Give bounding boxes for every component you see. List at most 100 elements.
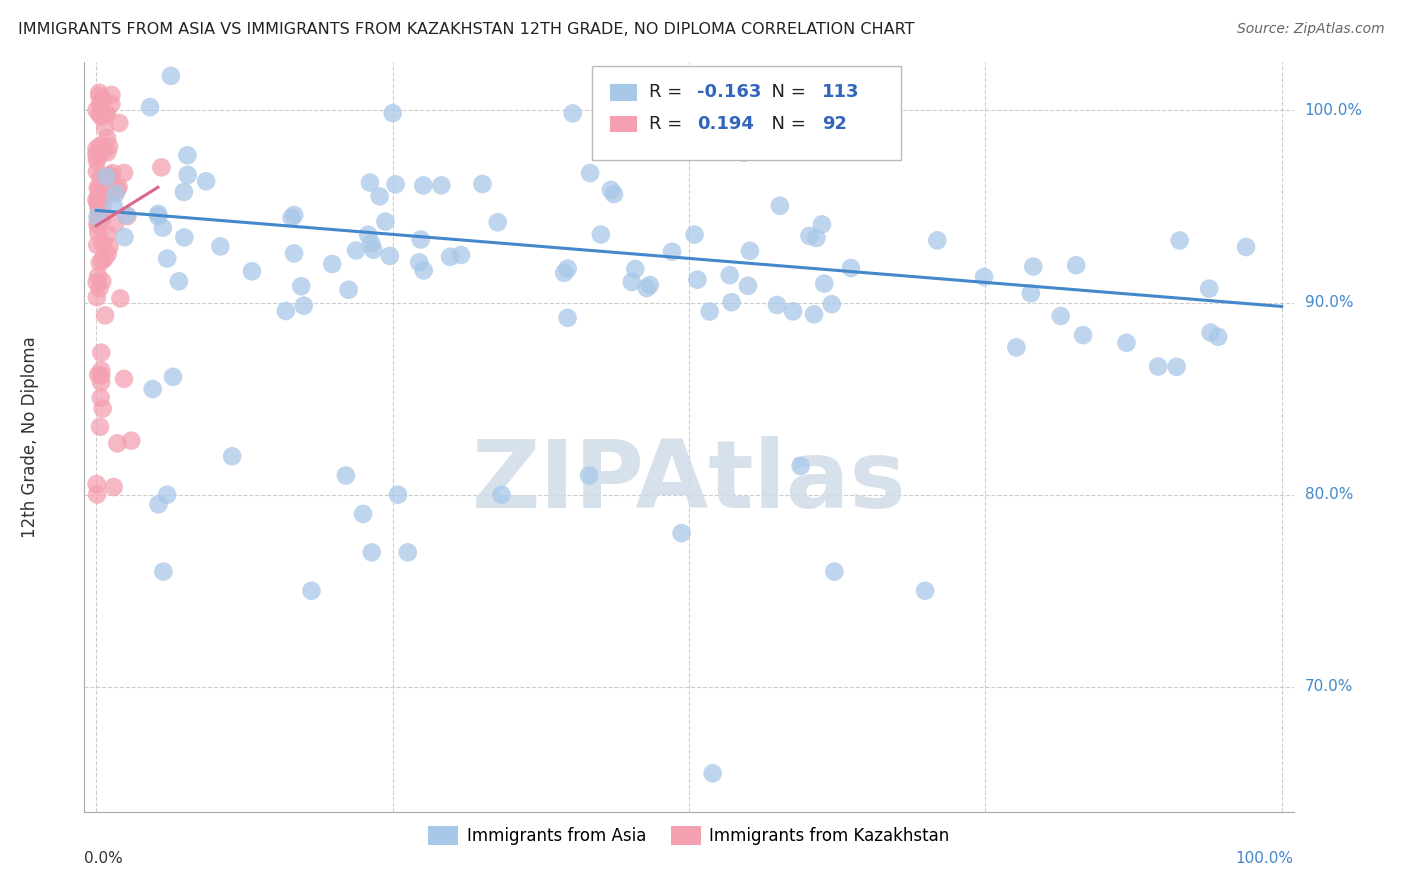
Point: [1206, 330, 1229, 344]
Point: [620, 275, 643, 289]
Point: [87, 181, 110, 195]
Point: [720, 295, 742, 310]
Point: [789, 458, 811, 473]
Point: [176, 168, 198, 182]
Point: [98, 239, 121, 253]
Point: [91, 253, 114, 268]
Point: [120, 434, 142, 448]
Point: [87, 205, 110, 219]
Point: [90, 345, 112, 359]
Point: [101, 183, 124, 197]
Point: [557, 261, 579, 276]
Point: [799, 229, 821, 244]
Text: R =: R =: [650, 84, 688, 102]
Point: [90, 391, 112, 405]
Point: [360, 236, 382, 251]
Point: [86, 290, 108, 304]
Point: [100, 97, 122, 112]
Point: [90, 110, 112, 124]
Point: [100, 175, 122, 189]
Text: 70.0%: 70.0%: [1305, 680, 1353, 694]
Point: [94, 188, 117, 202]
FancyBboxPatch shape: [610, 84, 637, 101]
Point: [100, 87, 122, 102]
Point: [803, 307, 825, 321]
Point: [927, 233, 949, 247]
Point: [86, 153, 108, 168]
Point: [87, 219, 110, 234]
Point: [87, 145, 110, 159]
Point: [90, 186, 112, 201]
Point: [89, 209, 111, 223]
Point: [240, 264, 263, 278]
Point: [1022, 260, 1045, 274]
Point: [150, 161, 173, 175]
Point: [146, 210, 169, 224]
Point: [94, 309, 117, 323]
Point: [553, 266, 575, 280]
Point: [292, 299, 315, 313]
Text: Source: ZipAtlas.com: Source: ZipAtlas.com: [1237, 22, 1385, 37]
Point: [104, 186, 127, 201]
Point: [94, 106, 117, 120]
Point: [381, 106, 404, 120]
Point: [823, 565, 845, 579]
Point: [579, 166, 602, 180]
Point: [86, 487, 108, 501]
Point: [87, 201, 110, 215]
Text: 90.0%: 90.0%: [1305, 295, 1353, 310]
Point: [101, 166, 124, 180]
Point: [91, 145, 114, 159]
Point: [337, 283, 360, 297]
Point: [112, 372, 135, 386]
Point: [1166, 359, 1188, 374]
Point: [359, 176, 381, 190]
Point: [733, 145, 755, 160]
Text: 100.0%: 100.0%: [1236, 851, 1294, 865]
Point: [450, 248, 472, 262]
Point: [89, 188, 111, 202]
Point: [152, 565, 174, 579]
Point: [811, 218, 834, 232]
Point: [439, 250, 461, 264]
Point: [384, 178, 406, 192]
Point: [89, 88, 111, 103]
Point: [603, 187, 626, 202]
Point: [702, 766, 724, 780]
Text: N =: N =: [761, 84, 811, 102]
Point: [782, 304, 804, 318]
Point: [87, 211, 110, 226]
Point: [110, 292, 132, 306]
Point: [914, 583, 936, 598]
Point: [195, 174, 218, 188]
Point: [103, 199, 125, 213]
Point: [97, 247, 120, 261]
Point: [600, 183, 623, 197]
Point: [374, 214, 396, 228]
Text: 113: 113: [823, 84, 859, 102]
Point: [283, 246, 305, 260]
Text: 100.0%: 100.0%: [1305, 103, 1362, 118]
Point: [1198, 282, 1220, 296]
Text: N =: N =: [761, 115, 811, 133]
Point: [96, 145, 118, 160]
Point: [973, 269, 995, 284]
Legend: Immigrants from Asia, Immigrants from Kazakhstan: Immigrants from Asia, Immigrants from Ka…: [422, 820, 956, 852]
Point: [103, 480, 125, 494]
Point: [486, 215, 509, 229]
Point: [139, 100, 162, 114]
Point: [378, 249, 401, 263]
Point: [96, 107, 118, 121]
Point: [344, 244, 367, 258]
Point: [408, 255, 430, 269]
Point: [100, 186, 122, 200]
Point: [1049, 309, 1071, 323]
Point: [699, 304, 721, 318]
Point: [813, 277, 835, 291]
Point: [769, 199, 792, 213]
Point: [89, 107, 111, 121]
Point: [430, 178, 453, 193]
Point: [93, 208, 115, 222]
Point: [283, 208, 305, 222]
Point: [93, 252, 115, 266]
